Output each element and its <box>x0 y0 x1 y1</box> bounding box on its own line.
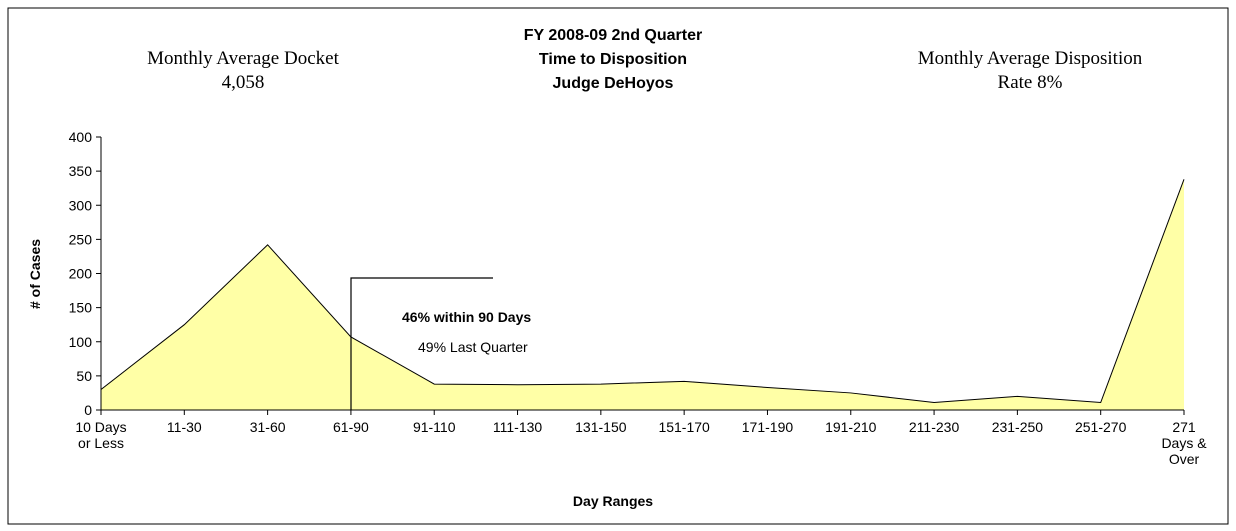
annotation: Rate 8% <box>998 72 1063 93</box>
annotation: 46% within 90 Days <box>402 309 531 325</box>
y-tick-label: 250 <box>69 231 93 247</box>
annotation: 49% Last Quarter <box>418 339 528 355</box>
x-tick-label: 171-190 <box>742 419 794 435</box>
y-axis-label: # of Cases <box>27 239 43 309</box>
x-tick-label: 131-150 <box>575 419 627 435</box>
y-tick-label: 400 <box>69 129 93 145</box>
x-tick-label: 111-130 <box>493 419 543 435</box>
annotation: Monthly Average Disposition <box>918 48 1143 69</box>
x-tick-label: 151-170 <box>658 419 710 435</box>
area-line <box>100 179 1185 404</box>
x-tick-label: 10 Days or Less <box>75 419 126 451</box>
x-tick-label: 191-210 <box>825 419 877 435</box>
y-tick-label: 100 <box>69 334 93 350</box>
chart-title: Judge DeHoyos <box>553 75 674 92</box>
x-tick-label: 61-90 <box>333 419 369 435</box>
x-axis-label: Day Ranges <box>573 493 653 509</box>
x-tick-label: 251-270 <box>1075 419 1127 435</box>
x-tick-label: 271 Days & Over <box>1161 419 1207 467</box>
x-tick-label: 31-60 <box>250 419 286 435</box>
y-tick-label: 350 <box>69 163 93 179</box>
y-tick-label: 300 <box>69 197 93 213</box>
x-tick-label: 211-230 <box>909 419 960 435</box>
annotation: Monthly Average Docket <box>147 48 339 69</box>
annotation: 4,058 <box>222 72 265 93</box>
y-tick-label: 50 <box>76 368 92 384</box>
bracket <box>350 277 493 410</box>
area <box>101 179 1184 410</box>
x-tick-label: 231-250 <box>992 419 1044 435</box>
y-tick-label: 200 <box>69 266 93 282</box>
overlay: 46% within 90 Days 49% Last Quarter <box>350 277 531 410</box>
chart-border <box>7 7 1229 525</box>
x-tick-label: 91-110 <box>413 419 456 435</box>
y-tick-label: 150 <box>69 300 93 316</box>
plot: 0 50 100 150 200 250 300 350 400 10 Days or Less 11… <box>69 129 1208 467</box>
chart-title: FY 2008-09 2nd Quarter <box>524 27 702 44</box>
chart-title: Time to Disposition <box>539 51 687 68</box>
y-tick-label: 0 <box>84 402 92 418</box>
x-tick-label: 11-30 <box>167 419 202 435</box>
